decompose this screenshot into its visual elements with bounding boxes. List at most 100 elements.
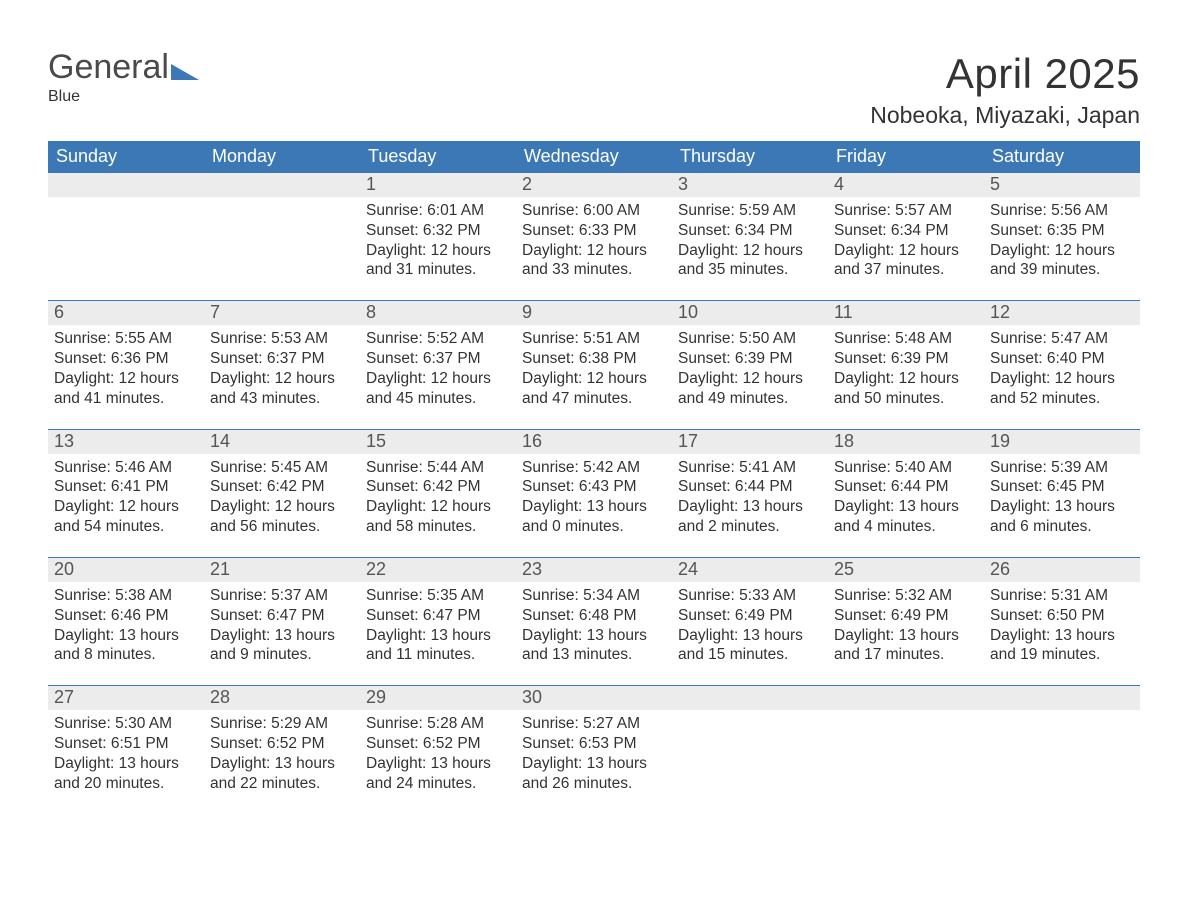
day-dl1: Daylight: 13 hours	[522, 754, 666, 774]
day-dl2: and 17 minutes.	[834, 645, 978, 665]
day-sunset: Sunset: 6:51 PM	[54, 734, 198, 754]
day-number: 21	[204, 558, 360, 582]
day-sunrise: Sunrise: 5:39 AM	[990, 458, 1134, 478]
day-number: 19	[984, 430, 1140, 454]
dow-monday: Monday	[204, 141, 360, 173]
day-sunrise: Sunrise: 5:51 AM	[522, 329, 666, 349]
day-dl2: and 56 minutes.	[210, 517, 354, 537]
day-number	[672, 686, 828, 710]
day-dl1: Daylight: 13 hours	[210, 754, 354, 774]
day-data: Sunrise: 5:32 AMSunset: 6:49 PMDaylight:…	[828, 582, 984, 665]
day-dl2: and 6 minutes.	[990, 517, 1134, 537]
day-data: Sunrise: 5:30 AMSunset: 6:51 PMDaylight:…	[48, 710, 204, 793]
day-sunset: Sunset: 6:43 PM	[522, 477, 666, 497]
day-number: 28	[204, 686, 360, 710]
day-number: 24	[672, 558, 828, 582]
day-dl1: Daylight: 13 hours	[522, 626, 666, 646]
day-number: 16	[516, 430, 672, 454]
day-dl2: and 33 minutes.	[522, 260, 666, 280]
dow-thursday: Thursday	[672, 141, 828, 173]
day-dl1: Daylight: 13 hours	[990, 626, 1134, 646]
day-sunrise: Sunrise: 5:31 AM	[990, 586, 1134, 606]
calendar-cell: 5Sunrise: 5:56 AMSunset: 6:35 PMDaylight…	[984, 173, 1140, 280]
day-dl1: Daylight: 12 hours	[522, 369, 666, 389]
day-sunset: Sunset: 6:47 PM	[210, 606, 354, 626]
day-dl2: and 15 minutes.	[678, 645, 822, 665]
day-dl2: and 9 minutes.	[210, 645, 354, 665]
day-sunset: Sunset: 6:48 PM	[522, 606, 666, 626]
calendar: Sunday Monday Tuesday Wednesday Thursday…	[48, 141, 1140, 794]
day-number: 8	[360, 301, 516, 325]
day-sunrise: Sunrise: 5:33 AM	[678, 586, 822, 606]
day-dl1: Daylight: 12 hours	[834, 241, 978, 261]
day-dl2: and 43 minutes.	[210, 389, 354, 409]
day-number: 13	[48, 430, 204, 454]
day-dl2: and 22 minutes.	[210, 774, 354, 794]
day-sunset: Sunset: 6:35 PM	[990, 221, 1134, 241]
calendar-week: 13Sunrise: 5:46 AMSunset: 6:41 PMDayligh…	[48, 429, 1140, 537]
day-number	[984, 686, 1140, 710]
day-dl2: and 58 minutes.	[366, 517, 510, 537]
page-title: April 2025	[870, 50, 1140, 98]
day-dl2: and 49 minutes.	[678, 389, 822, 409]
calendar-cell: 21Sunrise: 5:37 AMSunset: 6:47 PMDayligh…	[204, 558, 360, 665]
day-dl2: and 19 minutes.	[990, 645, 1134, 665]
day-dl1: Daylight: 12 hours	[366, 497, 510, 517]
day-of-week-header-row: Sunday Monday Tuesday Wednesday Thursday…	[48, 141, 1140, 173]
day-number: 11	[828, 301, 984, 325]
day-data: Sunrise: 5:48 AMSunset: 6:39 PMDaylight:…	[828, 325, 984, 408]
day-data: Sunrise: 5:38 AMSunset: 6:46 PMDaylight:…	[48, 582, 204, 665]
day-dl1: Daylight: 13 hours	[54, 626, 198, 646]
brand-text-general: General	[48, 50, 169, 84]
calendar-cell: 24Sunrise: 5:33 AMSunset: 6:49 PMDayligh…	[672, 558, 828, 665]
calendar-cell: 12Sunrise: 5:47 AMSunset: 6:40 PMDayligh…	[984, 301, 1140, 408]
day-dl2: and 54 minutes.	[54, 517, 198, 537]
day-sunset: Sunset: 6:37 PM	[210, 349, 354, 369]
day-sunset: Sunset: 6:37 PM	[366, 349, 510, 369]
day-sunrise: Sunrise: 5:46 AM	[54, 458, 198, 478]
day-dl1: Daylight: 13 hours	[54, 754, 198, 774]
day-dl1: Daylight: 12 hours	[54, 497, 198, 517]
day-number: 9	[516, 301, 672, 325]
day-data: Sunrise: 5:40 AMSunset: 6:44 PMDaylight:…	[828, 454, 984, 537]
day-sunrise: Sunrise: 5:28 AM	[366, 714, 510, 734]
day-dl2: and 0 minutes.	[522, 517, 666, 537]
calendar-week: 27Sunrise: 5:30 AMSunset: 6:51 PMDayligh…	[48, 685, 1140, 793]
calendar-cell	[672, 686, 828, 793]
day-number: 6	[48, 301, 204, 325]
day-sunset: Sunset: 6:53 PM	[522, 734, 666, 754]
day-data: Sunrise: 5:37 AMSunset: 6:47 PMDaylight:…	[204, 582, 360, 665]
day-dl1: Daylight: 12 hours	[990, 241, 1134, 261]
day-sunset: Sunset: 6:36 PM	[54, 349, 198, 369]
day-sunrise: Sunrise: 5:38 AM	[54, 586, 198, 606]
day-data: Sunrise: 5:27 AMSunset: 6:53 PMDaylight:…	[516, 710, 672, 793]
day-data: Sunrise: 6:01 AMSunset: 6:32 PMDaylight:…	[360, 197, 516, 280]
day-dl1: Daylight: 13 hours	[522, 497, 666, 517]
day-dl1: Daylight: 12 hours	[210, 369, 354, 389]
day-dl1: Daylight: 13 hours	[990, 497, 1134, 517]
day-sunrise: Sunrise: 5:57 AM	[834, 201, 978, 221]
day-sunrise: Sunrise: 5:27 AM	[522, 714, 666, 734]
day-sunset: Sunset: 6:34 PM	[678, 221, 822, 241]
calendar-week: 1Sunrise: 6:01 AMSunset: 6:32 PMDaylight…	[48, 173, 1140, 280]
day-dl2: and 47 minutes.	[522, 389, 666, 409]
calendar-cell: 9Sunrise: 5:51 AMSunset: 6:38 PMDaylight…	[516, 301, 672, 408]
day-data: Sunrise: 5:59 AMSunset: 6:34 PMDaylight:…	[672, 197, 828, 280]
day-sunset: Sunset: 6:44 PM	[678, 477, 822, 497]
day-number: 18	[828, 430, 984, 454]
calendar-cell: 10Sunrise: 5:50 AMSunset: 6:39 PMDayligh…	[672, 301, 828, 408]
day-sunrise: Sunrise: 5:45 AM	[210, 458, 354, 478]
day-number: 12	[984, 301, 1140, 325]
flag-icon	[171, 54, 199, 88]
brand-logo: General Blue	[48, 50, 199, 106]
calendar-cell: 27Sunrise: 5:30 AMSunset: 6:51 PMDayligh…	[48, 686, 204, 793]
day-sunrise: Sunrise: 5:40 AM	[834, 458, 978, 478]
day-data: Sunrise: 5:57 AMSunset: 6:34 PMDaylight:…	[828, 197, 984, 280]
calendar-week: 20Sunrise: 5:38 AMSunset: 6:46 PMDayligh…	[48, 557, 1140, 665]
day-data: Sunrise: 5:46 AMSunset: 6:41 PMDaylight:…	[48, 454, 204, 537]
day-number: 3	[672, 173, 828, 197]
page-subtitle: Nobeoka, Miyazaki, Japan	[870, 102, 1140, 129]
calendar-cell: 22Sunrise: 5:35 AMSunset: 6:47 PMDayligh…	[360, 558, 516, 665]
day-sunset: Sunset: 6:34 PM	[834, 221, 978, 241]
day-sunset: Sunset: 6:42 PM	[366, 477, 510, 497]
